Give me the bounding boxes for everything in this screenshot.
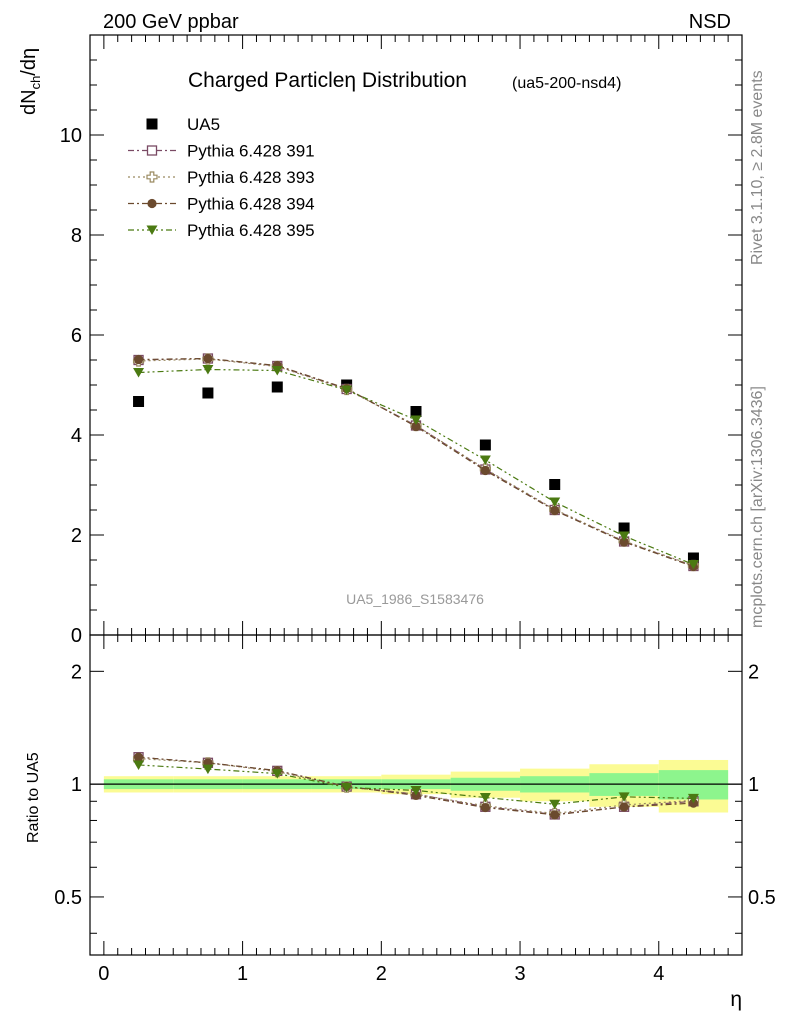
- ratio-series-3: [133, 760, 699, 810]
- series-line: [138, 357, 694, 567]
- y-axis-label-tail: /dη: [18, 48, 40, 76]
- ratio-data-point: [202, 764, 214, 775]
- legend-label: Pythia 6.428 394: [187, 195, 315, 214]
- data-point: [203, 353, 213, 364]
- ratio-y-tick-label-right: 0.5: [748, 887, 776, 909]
- data-point: [549, 497, 561, 507]
- data-point: [618, 522, 630, 534]
- legend-entry: UA5: [146, 115, 220, 134]
- series-3: [133, 353, 699, 572]
- legend-marker: [146, 171, 158, 183]
- data-point: [687, 552, 699, 564]
- data-point: [619, 537, 629, 547]
- mcplots-label: mcplots.cern.ch [arXiv:1306.3436]: [749, 386, 766, 628]
- legend-label: Pythia 6.428 393: [187, 168, 315, 187]
- ratio-frame: [89, 634, 743, 956]
- title-tag: (ua5-200-nsd4): [512, 75, 621, 92]
- x-axis-label: η: [730, 988, 742, 1011]
- y-tick-label: 10: [60, 125, 82, 147]
- data-point: [618, 531, 630, 541]
- ratio-y-tick-label-right: 1: [748, 774, 759, 796]
- series-1: [133, 353, 699, 572]
- legend: UA5 Pythia 6.428 391 Pythia 6.428 393 Pythi…: [128, 115, 315, 240]
- ratio-data-point: [687, 793, 699, 804]
- ratio-y-tick-label-right: 2: [748, 661, 759, 683]
- legend-marker: [146, 145, 158, 156]
- header-left-label: 200 GeV ppbar: [103, 11, 239, 33]
- data-point: [479, 455, 491, 465]
- legend-entry: Pythia 6.428 394: [128, 195, 315, 214]
- y-axis-label: dNch/dη: [18, 48, 43, 115]
- series-4: [133, 365, 699, 570]
- ratio-data-point: [133, 760, 145, 770]
- series-line: [138, 357, 694, 568]
- ratio-data-point: [480, 802, 490, 813]
- y-tick-label: 4: [71, 425, 82, 447]
- x-tick-label: 1: [237, 963, 248, 985]
- legend-entry: Pythia 6.428 391: [128, 142, 315, 161]
- ratio-data-point: [341, 782, 353, 793]
- data-point: [550, 505, 560, 516]
- ratio-data-point: [618, 792, 630, 802]
- legend-label: Pythia 6.428 395: [187, 221, 315, 240]
- watermark-label: UA5_1986_S1583476: [346, 591, 484, 607]
- y-tick-label: 8: [71, 225, 82, 247]
- legend-marker: [146, 225, 158, 235]
- ratio-y-axis-label: Ratio to UA5: [25, 752, 42, 843]
- ratio-panel: 0.5 0.5 1 1 2 2 0 1 2 3 4: [54, 634, 776, 985]
- ratio-y-tick-label: 2: [71, 661, 82, 683]
- ratio-data-point: [619, 802, 629, 812]
- data-point: [480, 465, 490, 476]
- ratio-data-point: [410, 785, 422, 796]
- series-2: [132, 353, 700, 572]
- legend-marker: [147, 198, 157, 209]
- rivet-label: Rivet 3.1.10, ≥ 2.8M events: [749, 70, 766, 265]
- data-point: [410, 415, 422, 425]
- ratio-y-tick-label: 1: [71, 774, 82, 796]
- data-point: [549, 479, 561, 490]
- series-0: [133, 379, 699, 564]
- data-point: [341, 385, 353, 395]
- y-tick-label: 6: [71, 325, 82, 347]
- y-tick-label: 0: [71, 625, 82, 647]
- ratio-data-point: [549, 799, 561, 810]
- legend-label: UA5: [187, 115, 220, 134]
- data-point: [133, 354, 144, 365]
- data-point: [410, 406, 422, 417]
- y-axis-label-sub: ch: [28, 76, 43, 90]
- svg-text:dNch/dη: dNch/dη: [18, 48, 43, 115]
- data-point: [133, 396, 145, 407]
- series-line: [138, 358, 694, 567]
- data-point: [202, 365, 214, 375]
- x-tick-label: 4: [653, 963, 664, 985]
- x-tick-label: 0: [98, 963, 109, 985]
- x-tick-label: 3: [514, 963, 525, 985]
- data-point: [687, 560, 699, 570]
- ratio-data-point: [550, 810, 560, 820]
- y-tick-label: 2: [71, 525, 82, 547]
- legend-entry: Pythia 6.428 395: [128, 221, 315, 240]
- data-point: [202, 387, 214, 399]
- data-point: [271, 366, 283, 376]
- ratio-data-point: [133, 752, 144, 762]
- legend-label: Pythia 6.428 391: [187, 142, 315, 161]
- x-tick-label: 2: [376, 963, 387, 985]
- y-axis-label-main: dN: [18, 89, 40, 115]
- ratio-y-tick-label: 0.5: [54, 887, 82, 909]
- header-right-label: NSD: [689, 11, 731, 33]
- legend-entry: Pythia 6.428 393: [128, 168, 315, 187]
- legend-marker: [146, 118, 158, 130]
- data-point: [411, 421, 421, 432]
- main-panel: 0 2 4 6 8 10: [60, 34, 743, 647]
- data-point: [133, 368, 145, 378]
- ratio-series-line: [138, 764, 694, 805]
- ratio-data-point: [479, 793, 491, 803]
- data-point: [479, 439, 491, 451]
- data-point: [271, 381, 283, 393]
- ratio-data-point: [271, 769, 283, 779]
- title-main: Charged Particleη Distribution: [188, 69, 467, 92]
